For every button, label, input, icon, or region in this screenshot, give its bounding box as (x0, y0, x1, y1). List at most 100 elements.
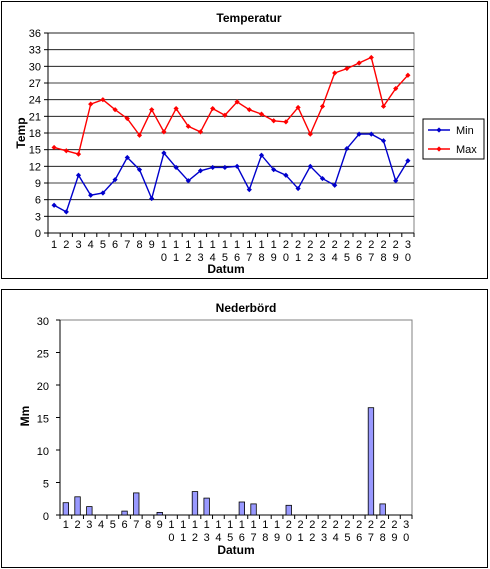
series-line-min (53, 133, 409, 213)
x-tick-label: 7 (124, 239, 130, 251)
data-point-min (258, 152, 265, 158)
precipitation-chart-panel: Nederbörd 0 5 10 15 20 25 30 1 2 3 4 5 6 7 8 9 1 0 1 1 1 2 1 3 1 4… (1, 289, 488, 568)
data-point-min (51, 202, 57, 208)
data-point-min (149, 195, 155, 202)
bar (285, 504, 292, 516)
data-point-max (161, 129, 167, 135)
x-tick-label: 3 (75, 239, 81, 251)
x-tick-label: 1 (63, 519, 69, 531)
y-tick-label: 18 (29, 128, 41, 140)
y-tick-label: 30 (29, 61, 41, 73)
x-tick-label: 8 (145, 519, 151, 531)
data-point-max (393, 85, 399, 92)
data-point-max (185, 123, 191, 129)
y-tick-label: 21 (29, 111, 41, 123)
bar (379, 503, 386, 516)
data-point-min (112, 177, 118, 183)
data-point-max (283, 119, 289, 125)
data-point-max (210, 105, 216, 112)
x-tick-label: 1 (51, 239, 57, 251)
data-point-max (405, 72, 411, 78)
data-point-min (380, 138, 387, 144)
data-point-min (197, 168, 204, 174)
bar (74, 496, 81, 516)
data-point-max (307, 131, 313, 137)
data-point-min (295, 185, 301, 192)
data-point-min (283, 172, 289, 178)
data-point-max (258, 111, 265, 117)
data-point-max (368, 54, 374, 61)
bar (62, 502, 69, 516)
data-point-max (100, 97, 106, 103)
data-point-max (149, 107, 155, 113)
data-point-max (380, 103, 387, 109)
x-axis-title: Datum (207, 262, 244, 276)
data-point-min (319, 175, 326, 182)
data-point-max (246, 107, 252, 113)
y-axis-title: Temp (14, 117, 28, 148)
y-tick-label: 36 (29, 28, 41, 40)
y-axis-title: Mm (18, 406, 32, 427)
data-point-max (63, 148, 69, 154)
data-point-max (75, 151, 82, 157)
bar (86, 506, 93, 516)
chart-title: Temperatur (216, 11, 281, 25)
data-point-max (112, 107, 118, 113)
data-point-max (88, 101, 94, 107)
y-tick-label: 0 (43, 511, 49, 523)
data-point-max (356, 60, 362, 66)
x-axis-title: Datum (217, 543, 254, 557)
x-tick-label: 6 (121, 519, 127, 531)
y-tick-label: 33 (29, 45, 41, 57)
data-point-min (344, 145, 350, 152)
data-point-min (88, 192, 94, 198)
data-point-min (124, 154, 130, 161)
y-tick-label: 10 (37, 446, 49, 458)
data-point-max (124, 115, 130, 122)
data-point-min (234, 163, 240, 169)
legend-marker-min (436, 127, 442, 133)
data-point-max (51, 144, 57, 151)
data-point-min (405, 158, 411, 164)
y-tick-label: 5 (43, 479, 49, 491)
y-tick-label: 20 (37, 381, 49, 393)
y-tick-label: 27 (29, 78, 41, 90)
data-point-min (222, 164, 228, 171)
data-point-max (332, 70, 338, 76)
data-point-min (356, 131, 362, 137)
data-point-min (246, 187, 252, 193)
x-tick-label: 5 (110, 519, 116, 531)
series-line-max (53, 56, 409, 155)
data-point-max (295, 104, 301, 111)
